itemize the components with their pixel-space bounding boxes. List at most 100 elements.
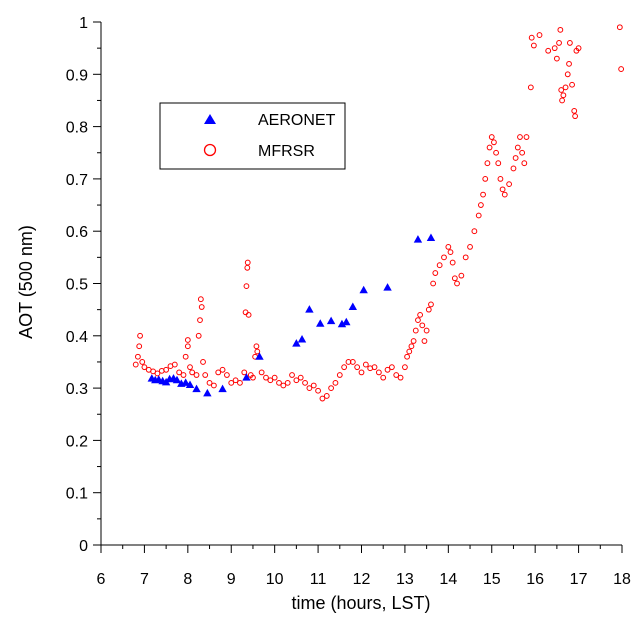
x-tick-label: 18 <box>613 571 631 588</box>
mfrsr-point <box>384 366 391 373</box>
mfrsr-point <box>228 379 235 386</box>
aeronet-point <box>218 384 227 393</box>
mfrsr-point <box>328 385 335 392</box>
mfrsr-point <box>323 393 330 399</box>
aeronet-point <box>242 373 251 381</box>
mfrsr-point <box>184 343 191 350</box>
y-tick-label: 0.8 <box>66 120 88 137</box>
mfrsr-point <box>471 228 478 235</box>
mfrsr-point <box>289 372 295 378</box>
aeronet-point <box>181 378 190 386</box>
mfrsr-point <box>198 304 205 310</box>
y-tick-label: 0.6 <box>66 224 88 241</box>
mfrsr-point <box>454 280 460 287</box>
mfrsr-point <box>397 374 404 381</box>
mfrsr-point <box>571 108 578 114</box>
mfrsr-point <box>276 379 282 386</box>
plot-area <box>132 24 625 402</box>
mfrsr-point <box>510 165 517 172</box>
mfrsr-point <box>553 55 560 62</box>
mfrsr-point <box>417 311 424 318</box>
y-tick-label: 0.5 <box>66 277 88 294</box>
mfrsr-point <box>375 369 382 376</box>
y-tick-label: 0.9 <box>66 67 88 84</box>
mfrsr-point <box>423 327 430 334</box>
mfrsr-point <box>572 113 579 120</box>
mfrsr-point <box>567 40 573 46</box>
mfrsr-point <box>258 369 265 376</box>
mfrsr-point <box>141 364 148 371</box>
mfrsr-point <box>575 45 582 52</box>
mfrsr-point <box>244 264 251 271</box>
x-tick-label: 6 <box>97 571 106 588</box>
legend-box <box>159 102 346 170</box>
mfrsr-point <box>488 134 495 140</box>
mfrsr-point <box>506 181 513 188</box>
mfrsr-point <box>499 186 506 193</box>
mfrsr-point <box>136 343 143 350</box>
mfrsr-point <box>428 301 434 308</box>
mfrsr-point <box>171 361 178 368</box>
aeronet-point <box>326 316 336 325</box>
mfrsr-point <box>436 262 443 269</box>
mfrsr-point <box>558 87 565 93</box>
mfrsr-point <box>297 374 304 381</box>
aeronet-point <box>172 375 182 384</box>
mfrsr-point <box>480 191 486 198</box>
mfrsr-point <box>362 361 369 368</box>
mfrsr-point <box>462 254 469 261</box>
mfrsr-point <box>315 387 321 394</box>
mfrsr-point <box>519 149 526 156</box>
aeronet-point <box>413 235 423 243</box>
mfrsr-point <box>245 311 252 318</box>
mfrsr-point <box>195 332 202 339</box>
mfrsr-point <box>254 348 261 355</box>
y-tick-label: 0.3 <box>66 381 88 398</box>
mfrsr-point <box>132 361 139 368</box>
x-tick-label: 13 <box>396 571 414 588</box>
mfrsr-point <box>556 40 562 46</box>
mfrsr-point <box>388 364 395 371</box>
mfrsr-point <box>163 366 170 373</box>
mfrsr-point <box>371 364 378 371</box>
mfrsr-point <box>406 348 413 355</box>
x-tick-label: 14 <box>439 571 457 588</box>
mfrsr-point <box>449 259 456 266</box>
legend: AERONET MFRSR <box>159 102 346 170</box>
mfrsr-point <box>267 377 274 384</box>
mfrsr-point <box>202 372 209 378</box>
mfrsr-point <box>135 353 141 360</box>
mfrsr-point <box>232 377 239 384</box>
mfrsr-point <box>618 66 625 72</box>
mfrsr-point <box>415 317 421 324</box>
mfrsr-point <box>441 254 447 261</box>
mfrsr-point <box>523 134 530 140</box>
mfrsr-point <box>137 332 143 339</box>
mfrsr-point <box>486 144 493 151</box>
mfrsr-point <box>250 374 256 381</box>
x-tick-label: 7 <box>140 571 149 588</box>
mfrsr-point <box>408 343 415 350</box>
mfrsr-point <box>210 382 217 389</box>
mfrsr-point <box>527 84 534 91</box>
aeronet-point <box>348 302 358 311</box>
mfrsr-point <box>421 338 428 344</box>
x-tick-label: 15 <box>483 571 501 588</box>
y-tick-label: 0.4 <box>66 329 88 346</box>
mfrsr-point <box>182 353 189 360</box>
x-axis-label: time (hours, LST) <box>291 593 430 613</box>
mfrsr-point <box>243 283 250 290</box>
x-tick-label: 9 <box>227 571 236 588</box>
mfrsr-point <box>184 337 191 343</box>
mfrsr-point <box>224 372 230 378</box>
mfrsr-point <box>302 379 308 386</box>
x-tick-label: 11 <box>310 571 327 588</box>
mfrsr-point <box>206 379 213 386</box>
mfrsr-point <box>319 395 326 402</box>
mfrsr-point <box>451 275 458 282</box>
mfrsr-point <box>242 309 249 316</box>
mfrsr-point <box>430 280 437 287</box>
mfrsr-point <box>497 176 504 182</box>
aeronet-point <box>255 352 264 360</box>
mfrsr-point <box>284 379 291 386</box>
